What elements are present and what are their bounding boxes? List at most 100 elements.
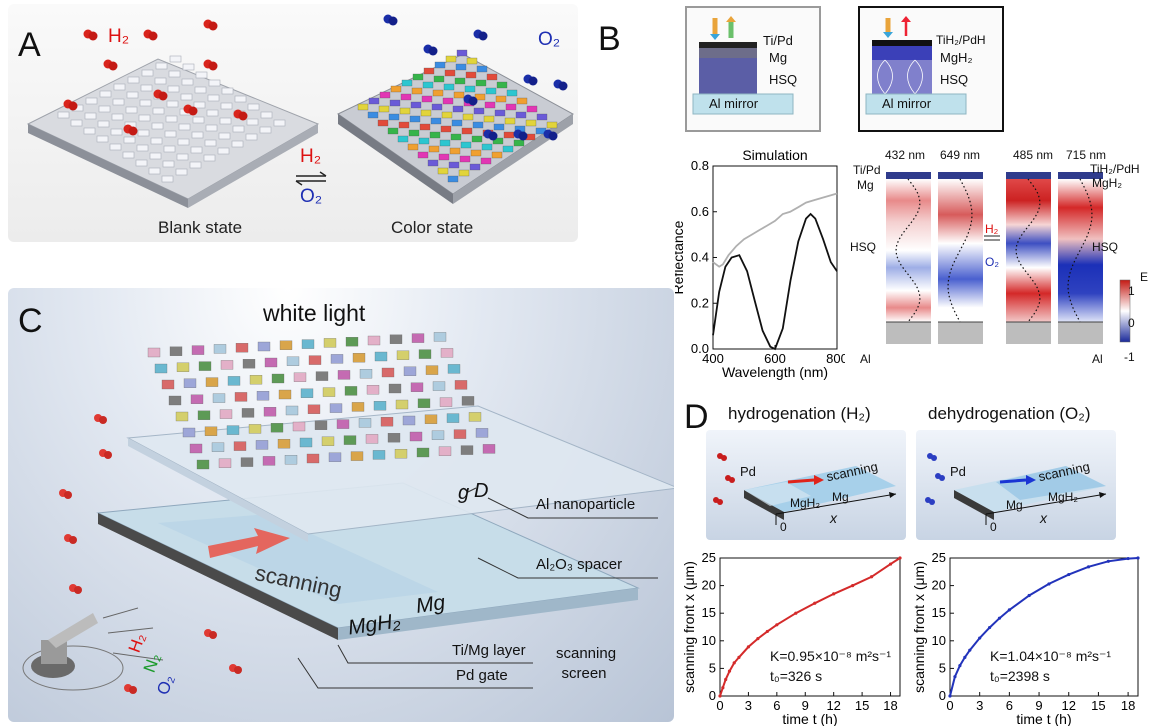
- gas-valve-knob: [22, 613, 124, 691]
- x-tick-label: 0: [946, 698, 953, 713]
- series-point: [737, 655, 741, 659]
- d-right-zero: 0: [990, 520, 997, 534]
- colorbar-tick-neg1: -1: [1124, 350, 1135, 364]
- d-left-a: MgH₂: [790, 496, 820, 510]
- series-point: [746, 645, 751, 649]
- x-tick-label: 600: [764, 351, 786, 366]
- y-tick-label: 0.2: [691, 295, 709, 310]
- series-point: [953, 675, 957, 679]
- series-point: [724, 677, 728, 682]
- inset-hydride-layer-2: MgH₂: [940, 50, 973, 65]
- x-tick-label: 15: [855, 698, 869, 713]
- series-point: [718, 694, 722, 698]
- series-point: [1007, 608, 1011, 612]
- x-tick-label: 18: [1121, 698, 1135, 713]
- panel-label-c: C: [18, 302, 43, 340]
- y-tick-label: 10: [702, 633, 716, 648]
- y-tick-label: 15: [702, 605, 716, 620]
- field-map-1: [886, 179, 931, 322]
- x-tick-label: 3: [745, 698, 752, 713]
- series-point: [888, 562, 893, 566]
- inset-hydride-graphic: [865, 16, 967, 115]
- y-tick-label: 5: [939, 660, 946, 675]
- series-point: [813, 601, 817, 605]
- series-point: [794, 611, 798, 615]
- inset-hydride-layer-1: TiH₂/PdH: [936, 33, 986, 47]
- panel-a: A H₂ O₂ H₂ O₂ Blank state Color state: [8, 4, 578, 242]
- field-al-layer-2: [938, 322, 983, 344]
- inset-normal-layer-1: Ti/Pd: [763, 33, 793, 48]
- o2-molecules: [383, 14, 568, 141]
- d-right-schematic-graphic: [925, 453, 1107, 525]
- series-point: [756, 636, 760, 641]
- series-point: [1047, 582, 1051, 586]
- y-tick-label: 0.0: [691, 341, 709, 356]
- field-maps: [886, 172, 1131, 344]
- series-point: [963, 655, 967, 659]
- colorbar-tick-1: 1: [1128, 284, 1135, 298]
- x-tick-label: 0: [716, 698, 723, 713]
- series-point: [869, 575, 874, 579]
- series-point: [765, 629, 769, 634]
- panel-label-b: B: [598, 20, 621, 58]
- field-top-layer-2: [938, 172, 983, 179]
- gap-g-label: g: [458, 482, 470, 504]
- b-switch-o2: O₂: [985, 255, 999, 269]
- y-tick-label: 25: [932, 550, 946, 565]
- d-right-schematic: Pd scanning Mg MgH₂ 0 x: [916, 430, 1116, 540]
- series-point: [1136, 556, 1140, 560]
- inset-hydride-stack: TiH₂/PdH MgH₂ HSQ Al mirror: [858, 6, 1004, 132]
- series-point: [721, 686, 725, 690]
- y-tick-label: 0.4: [691, 250, 709, 265]
- panel-c-illustration: [22, 332, 674, 694]
- series-point: [948, 694, 952, 698]
- chart-title: Simulation: [742, 147, 807, 163]
- x-tick-label: 12: [1062, 698, 1076, 713]
- x-tick-label: 6: [773, 698, 780, 713]
- series-point: [1126, 556, 1130, 561]
- blank-state-label: Blank state: [158, 218, 243, 237]
- series-point: [1106, 559, 1110, 563]
- y-tick-label: 10: [932, 633, 946, 648]
- y-tick-label: 20: [702, 578, 716, 593]
- x-tick-label: 12: [826, 698, 840, 713]
- field-label-hsq: HSQ: [850, 240, 877, 254]
- mg-label-c: Mg: [414, 591, 447, 618]
- reflectance-chart: 400 600 800 0.0 0.2 0.4 0.6 0.8 Wavelength (nm) R…: [675, 147, 845, 380]
- h2-molecules: [63, 19, 248, 136]
- y-axis-label: Reflectance: [675, 220, 686, 294]
- d-left-x: x: [830, 510, 837, 526]
- d-right-k: K=1.04×10⁻⁸ m²s⁻¹: [990, 648, 1112, 664]
- series-point: [732, 661, 736, 665]
- series-point: [775, 623, 779, 627]
- d-left-pd: Pd: [740, 464, 756, 479]
- d-left-zero: 0: [780, 520, 787, 534]
- panel-label-d: D: [684, 398, 709, 436]
- x-tick-label: 9: [802, 698, 809, 713]
- d-left-title: hydrogenation (H₂): [728, 404, 871, 423]
- d-left-t0: t₀=326 s: [770, 668, 823, 684]
- color-tiles: [357, 49, 558, 183]
- colorbar-title: E: [1140, 270, 1149, 284]
- field-header-4: 715 nm: [1066, 148, 1107, 162]
- y-tick-label: 0: [709, 688, 716, 703]
- scanning-arrow: [208, 528, 290, 558]
- field-top-layer-1: [886, 172, 931, 179]
- series-line-2: [712, 212, 838, 351]
- y-tick-label: 0.6: [691, 204, 709, 219]
- inset-hydride-layer-3: HSQ: [940, 72, 969, 87]
- scanning-screen-label: scanning screen: [556, 645, 617, 682]
- color-state-label: Color state: [391, 218, 474, 237]
- y-tick-label: 20: [932, 578, 946, 593]
- x-tick-label: 6: [1006, 698, 1013, 713]
- inset-normal-layer-2: Mg: [769, 50, 788, 65]
- y-tick-label: 0: [939, 688, 946, 703]
- field-top-layer-3: [1006, 172, 1051, 179]
- d-right-t0: t₀=2398 s: [990, 668, 1050, 684]
- gap-d-label: D: [474, 480, 489, 502]
- d-right-x: x: [1040, 510, 1047, 526]
- colorbar-tick-0: 0: [1128, 316, 1135, 330]
- y-tick-label: 15: [932, 605, 946, 620]
- field-label-hsq-right: HSQ: [1092, 240, 1119, 254]
- field-label-tih2: TiH₂/PdH: [1090, 162, 1140, 176]
